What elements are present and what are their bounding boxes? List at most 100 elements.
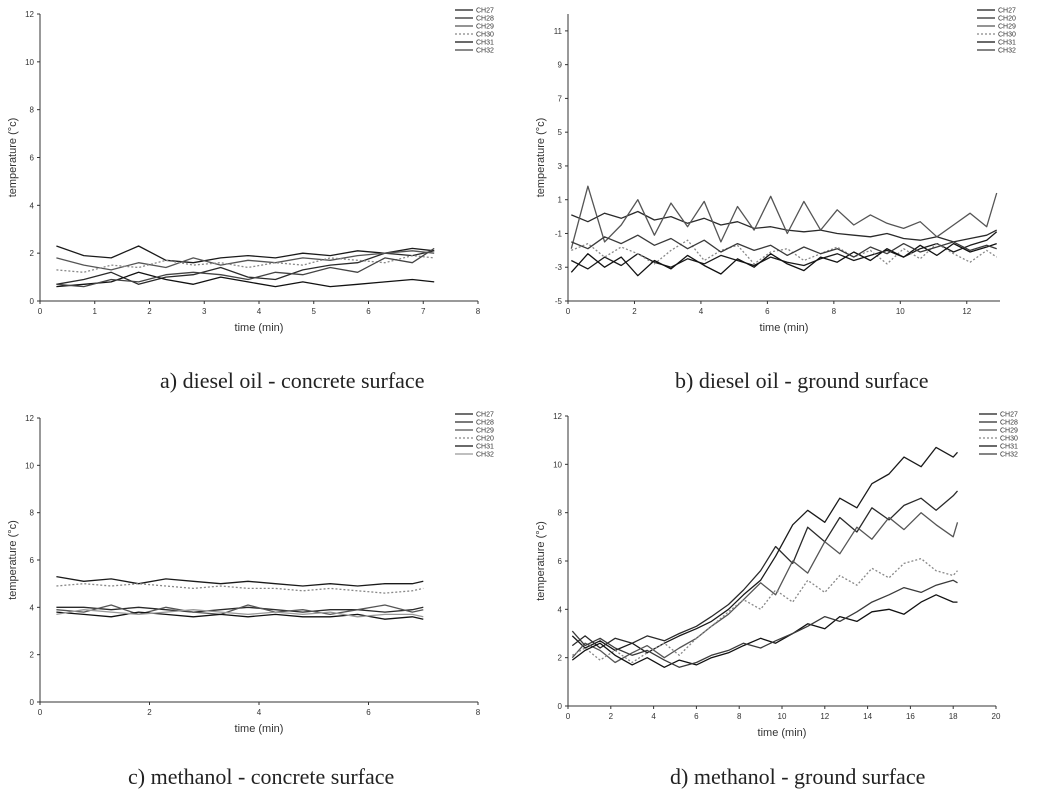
y-axis-title: temperature (°c) [535, 521, 547, 601]
y-tick-label: 12 [25, 414, 34, 423]
y-tick-label: 12 [25, 10, 34, 19]
series-line-ch29 [56, 604, 424, 616]
y-tick-label: 0 [30, 297, 35, 306]
legend-label: CH27 [476, 412, 494, 419]
x-tick-label: 0 [566, 307, 571, 316]
legend-label: CH30 [1000, 436, 1018, 443]
y-tick-label: 8 [30, 106, 35, 115]
series-line-ch32 [571, 579, 958, 668]
legend-label: CH31 [998, 40, 1016, 47]
y-tick-label: 8 [558, 509, 563, 518]
x-tick-label: 7 [421, 307, 426, 316]
x-tick-label: 10 [896, 307, 905, 316]
x-tick-label: 6 [366, 708, 371, 717]
y-tick-label: -5 [555, 297, 563, 306]
legend-label: CH20 [998, 16, 1016, 23]
series-line-ch27 [56, 245, 435, 264]
x-tick-label: 12 [962, 307, 971, 316]
series-line-ch28 [56, 606, 424, 613]
y-tick-label: 10 [553, 460, 562, 469]
legend-label: CH31 [476, 40, 494, 47]
legend-label: CH29 [998, 24, 1016, 31]
x-tick-label: 8 [832, 307, 837, 316]
x-tick-label: 18 [949, 712, 958, 721]
x-tick-label: 8 [737, 712, 742, 721]
x-tick-label: 0 [38, 307, 43, 316]
caption-d: d) methanol - ground surface [670, 764, 926, 789]
series-line-ch27 [571, 231, 998, 270]
x-tick-label: 2 [632, 307, 637, 316]
y-tick-label: 12 [553, 412, 562, 421]
x-tick-label: 20 [992, 712, 1001, 721]
y-tick-label: 4 [30, 603, 35, 612]
y-tick-label: -1 [555, 229, 563, 238]
y-tick-label: 2 [30, 651, 35, 660]
caption-c: c) methanol - concrete surface [128, 764, 395, 789]
legend-label: CH28 [476, 420, 494, 427]
y-tick-label: 10 [25, 58, 34, 67]
series-line-ch29 [571, 512, 959, 664]
series-line-ch30 [56, 254, 435, 273]
series-line-ch32 [56, 247, 435, 288]
series-line-ch27 [571, 446, 958, 654]
y-tick-label: 4 [30, 201, 35, 210]
chart-b-svg: -5 -3 -1 1 3 5 7 9 11 0 2 4 6 8 10 12 time (min) temperat… [535, 8, 1016, 335]
x-tick-label: 4 [651, 712, 656, 721]
series-line-ch29 [570, 185, 998, 249]
series-line-ch31 [571, 594, 958, 668]
series-line-ch31 [56, 611, 424, 620]
x-tick-label: 6 [765, 307, 770, 316]
series-line-ch28 [571, 490, 958, 649]
x-tick-label: 2 [147, 307, 152, 316]
chart-panel-b: -5 -3 -1 1 3 5 7 9 11 0 2 4 6 8 10 12 time (min) temperat… [524, 0, 1044, 335]
chart-panel-c: 0 2 4 6 8 10 12 0 2 4 6 8 time (min) temperature (°c)… [0, 404, 520, 744]
series-line-ch30 [571, 239, 998, 265]
series-line-ch27 [56, 575, 424, 587]
chart-c-svg: 0 2 4 6 8 10 12 0 2 4 6 8 time (min) temperature (°c)… [7, 412, 494, 736]
x-tick-label: 6 [694, 712, 699, 721]
legend-label: CH27 [476, 8, 494, 15]
x-tick-label: 12 [820, 712, 829, 721]
y-tick-label: 6 [30, 154, 35, 163]
x-tick-label: 2 [609, 712, 614, 721]
legend-label: CH30 [998, 32, 1016, 39]
caption-b: b) diesel oil - ground surface [675, 368, 929, 393]
series-line-ch31 [570, 242, 997, 277]
legend-label: CH27 [998, 8, 1016, 15]
series-line-ch32 [56, 609, 424, 618]
legend-label: CH29 [476, 24, 494, 31]
x-tick-label: 16 [906, 712, 915, 721]
series-line-ch28 [56, 250, 435, 285]
series-line-ch20 [571, 210, 997, 243]
y-tick-label: 7 [558, 94, 563, 103]
x-tick-label: 0 [38, 708, 43, 717]
legend-label: CH32 [1000, 452, 1018, 459]
y-tick-label: -3 [555, 263, 563, 272]
x-tick-label: 8 [476, 708, 481, 717]
series-line-ch31 [56, 271, 435, 288]
y-tick-label: 6 [558, 557, 563, 566]
y-tick-label: 11 [554, 27, 563, 36]
y-axis-title: temperature (°c) [7, 118, 19, 198]
series-line-ch32 [571, 234, 997, 258]
legend-label: CH29 [1000, 428, 1018, 435]
legend-label: CH29 [476, 428, 494, 435]
x-axis-title: time (min) [758, 727, 807, 739]
x-tick-label: 5 [312, 307, 317, 316]
legend-label: CH27 [1000, 412, 1018, 419]
y-tick-label: 3 [558, 162, 563, 171]
x-tick-label: 2 [147, 708, 152, 717]
x-tick-label: 3 [202, 307, 207, 316]
series-line-ch30 [571, 557, 958, 664]
y-tick-label: 9 [558, 61, 563, 70]
x-tick-label: 4 [257, 708, 262, 717]
x-tick-label: 14 [863, 712, 872, 721]
x-axis-title: time (min) [760, 322, 809, 334]
series-line-ch20 [56, 583, 424, 594]
y-tick-label: 8 [30, 509, 35, 518]
x-tick-label: 6 [366, 307, 371, 316]
legend-label: CH31 [1000, 444, 1018, 451]
legend-label: CH28 [476, 16, 494, 23]
y-axis-title: temperature (°c) [535, 118, 547, 198]
